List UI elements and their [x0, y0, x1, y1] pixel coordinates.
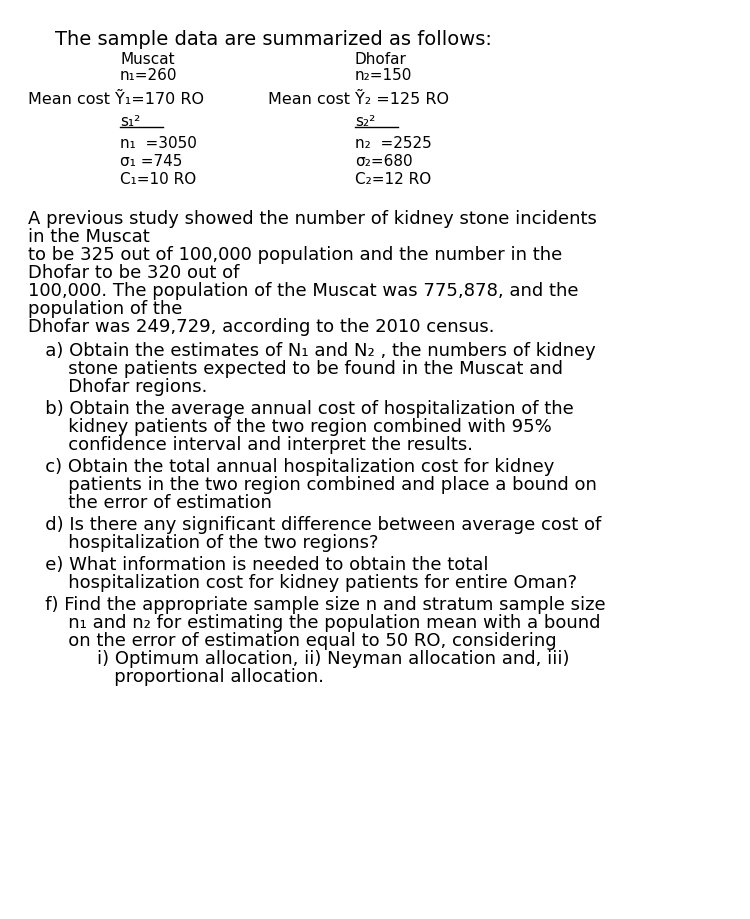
Text: stone patients expected to be found in the Muscat and: stone patients expected to be found in t… [28, 360, 563, 378]
Text: The sample data are summarized as follows:: The sample data are summarized as follow… [55, 30, 492, 49]
Text: a) Obtain the estimates of N₁ and N₂ , the numbers of kidney: a) Obtain the estimates of N₁ and N₂ , t… [28, 342, 596, 360]
Text: on the error of estimation equal to 50 RO, considering: on the error of estimation equal to 50 R… [28, 632, 556, 650]
Text: s₂²: s₂² [355, 114, 375, 129]
Text: s₁²: s₁² [120, 114, 140, 129]
Text: the error of estimation: the error of estimation [28, 494, 272, 512]
Text: Dhofar to be 320 out of: Dhofar to be 320 out of [28, 264, 239, 282]
Text: hospitalization of the two regions?: hospitalization of the two regions? [28, 534, 379, 552]
Text: hospitalization cost for kidney patients for entire Oman?: hospitalization cost for kidney patients… [28, 574, 578, 592]
Text: C₂=12 RO: C₂=12 RO [355, 172, 431, 187]
Text: n₂=150: n₂=150 [355, 68, 413, 83]
Text: σ₁ =745: σ₁ =745 [120, 154, 182, 169]
Text: i) Optimum allocation, ii) Neyman allocation and, iii): i) Optimum allocation, ii) Neyman alloca… [28, 650, 569, 668]
Text: n₁  =3050: n₁ =3050 [120, 136, 196, 151]
Text: Dhofar was 249,729, according to the 2010 census.: Dhofar was 249,729, according to the 201… [28, 318, 494, 336]
Text: d) Is there any significant difference between average cost of: d) Is there any significant difference b… [28, 516, 602, 534]
Text: A previous study showed the number of kidney stone incidents: A previous study showed the number of ki… [28, 210, 597, 228]
Text: Mean cost Ỹ₂ =125 RO: Mean cost Ỹ₂ =125 RO [268, 92, 449, 107]
Text: patients in the two region combined and place a bound on: patients in the two region combined and … [28, 476, 597, 494]
Text: c) Obtain the total annual hospitalization cost for kidney: c) Obtain the total annual hospitalizati… [28, 458, 554, 476]
Text: Mean cost Ỹ₁=170 RO: Mean cost Ỹ₁=170 RO [28, 92, 204, 107]
Text: Dhofar regions.: Dhofar regions. [28, 378, 207, 396]
Text: confidence interval and interpret the results.: confidence interval and interpret the re… [28, 436, 473, 454]
Text: 100,000. The population of the Muscat was 775,878, and the: 100,000. The population of the Muscat wa… [28, 282, 578, 300]
Text: Dhofar: Dhofar [355, 52, 407, 67]
Text: Muscat: Muscat [120, 52, 175, 67]
Text: population of the: population of the [28, 300, 182, 318]
Text: in the Muscat: in the Muscat [28, 228, 150, 246]
Text: e) What information is needed to obtain the total: e) What information is needed to obtain … [28, 556, 488, 574]
Text: n₁ and n₂ for estimating the population mean with a bound: n₁ and n₂ for estimating the population … [28, 614, 601, 632]
Text: to be 325 out of 100,000 population and the number in the: to be 325 out of 100,000 population and … [28, 246, 562, 264]
Text: σ₂=680: σ₂=680 [355, 154, 413, 169]
Text: n₁=260: n₁=260 [120, 68, 178, 83]
Text: b) Obtain the average annual cost of hospitalization of the: b) Obtain the average annual cost of hos… [28, 400, 574, 418]
Text: n₂  =2525: n₂ =2525 [355, 136, 432, 151]
Text: C₁=10 RO: C₁=10 RO [120, 172, 196, 187]
Text: f) Find the appropriate sample size n and stratum sample size: f) Find the appropriate sample size n an… [28, 596, 606, 614]
Text: proportional allocation.: proportional allocation. [28, 668, 324, 686]
Text: kidney patients of the two region combined with 95%: kidney patients of the two region combin… [28, 418, 552, 436]
